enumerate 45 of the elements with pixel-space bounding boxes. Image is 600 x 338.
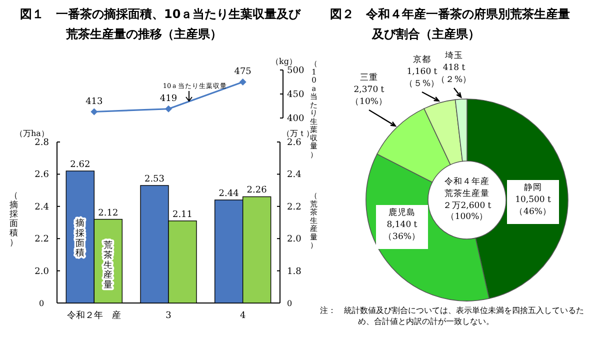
x-tick-label: 4 (240, 311, 246, 321)
data-label: 2.11 (172, 210, 193, 220)
slice-label: 京都 (413, 54, 431, 65)
slice-label: 静岡 (524, 182, 542, 193)
data-label: 2,370 t（10%） (350, 85, 388, 107)
text: （kg） (271, 57, 297, 66)
point (239, 78, 246, 86)
y-tick-label: 2.6 (34, 170, 50, 180)
series-label: 荒茶生産量 (104, 240, 113, 291)
data-label: 2.62 (70, 160, 90, 170)
chart-title: 図２ 令和４年産一番茶の府県別荒茶生産量及び割合（主産県） (330, 6, 571, 43)
text: 0 (287, 299, 292, 308)
data-label: 475 (234, 67, 252, 77)
y-axis-title: （摘採面積） (10, 191, 18, 248)
text: 注： 統計数値及び割合については、表示単位未満を四捨五入しているため、合計値と内訳の計が一致しない。 (320, 305, 585, 327)
text: 令和４年産 (444, 176, 490, 187)
y-tick-label: 2.4 (34, 202, 50, 212)
slice-label: 埼玉 (444, 50, 463, 61)
x-tick-label: 3 (166, 311, 172, 321)
y2-tick-label: 1.8 (287, 266, 302, 277)
point (165, 105, 172, 112)
text: 荒茶生産量 (444, 188, 490, 199)
y-tick-label: 500 (287, 66, 304, 76)
x-tick-label: 令和２年 産 (67, 310, 122, 321)
y-tick-label: 2.2 (34, 234, 49, 245)
text: ２万2,600 t（100%） (442, 201, 492, 222)
data-label: 8,140 t（36%） (384, 220, 420, 242)
series-label: 摘採面積 (76, 218, 85, 259)
data-label: 413 (86, 96, 104, 107)
data-label: 419 (160, 94, 178, 104)
chart-title: 図１ 一番茶の摘採面積、10ａ当たり生葉収量及び荒茶生産量の推移（主産県） (20, 6, 302, 43)
slice-label: 三重 (360, 72, 378, 83)
y-tick-label: 2.8 (34, 138, 50, 148)
y-tick-label: 450 (287, 90, 304, 100)
y-tick-label: 400 (287, 114, 304, 124)
data-label: 2.53 (144, 174, 165, 184)
text: （万ha） (15, 129, 49, 138)
text: 0 (39, 299, 44, 308)
data-label: 2.12 (98, 208, 118, 218)
data-label: 2.26 (246, 186, 268, 196)
data-label: 2.44 (218, 188, 240, 199)
point (90, 108, 98, 116)
y-tick-label: 2.0 (34, 266, 50, 277)
data-label: 10,500 t（46%） (514, 195, 552, 217)
slice-label: 鹿児島 (388, 207, 416, 218)
